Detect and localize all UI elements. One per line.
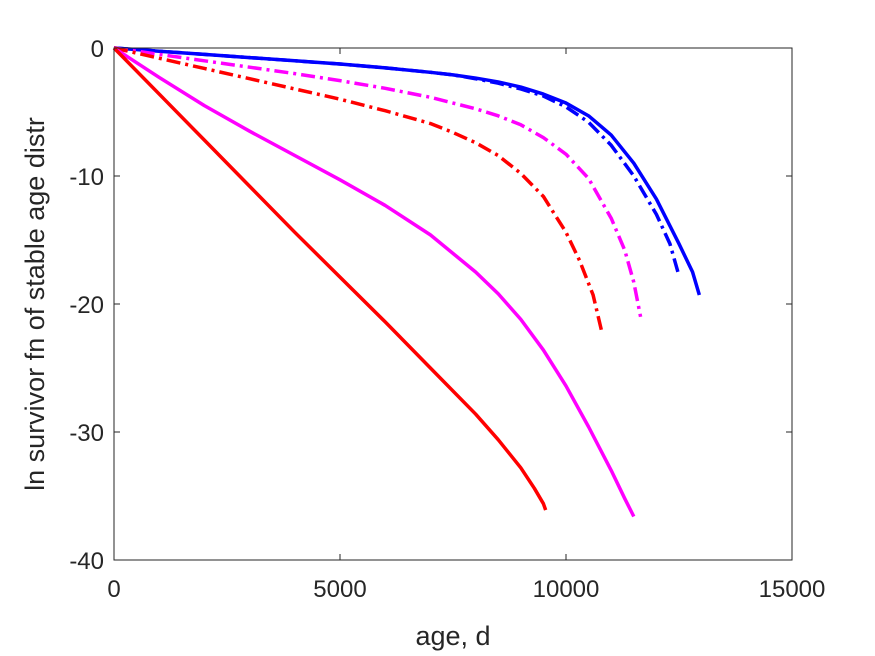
tick-layer: 0 5000 10000 15000 0 -10 -20 -30 -40: [69, 36, 825, 603]
x-tick-label: 0: [107, 576, 120, 603]
x-tick-label: 5000: [313, 576, 366, 603]
series-line-5: [113, 46, 636, 518]
y-tick-label: -40: [69, 548, 104, 575]
y-tick-label: 0: [91, 36, 104, 63]
series-line-3: [113, 46, 643, 318]
series-layer: [112, 46, 702, 518]
y-axis-label: ln survivor fn of stable age distr: [20, 117, 50, 491]
y-tick-label: -20: [69, 292, 104, 319]
x-tick-label: 10000: [533, 576, 600, 603]
plot-area: [114, 48, 792, 560]
series-line-2: [113, 46, 681, 277]
y-tick-label: -30: [69, 420, 104, 447]
y-tick-label: -10: [69, 164, 104, 191]
series-line-6: [112, 46, 548, 511]
x-axis-label: age, d: [415, 621, 490, 651]
series-line-4: [113, 46, 604, 334]
x-tick-label: 15000: [759, 576, 826, 603]
